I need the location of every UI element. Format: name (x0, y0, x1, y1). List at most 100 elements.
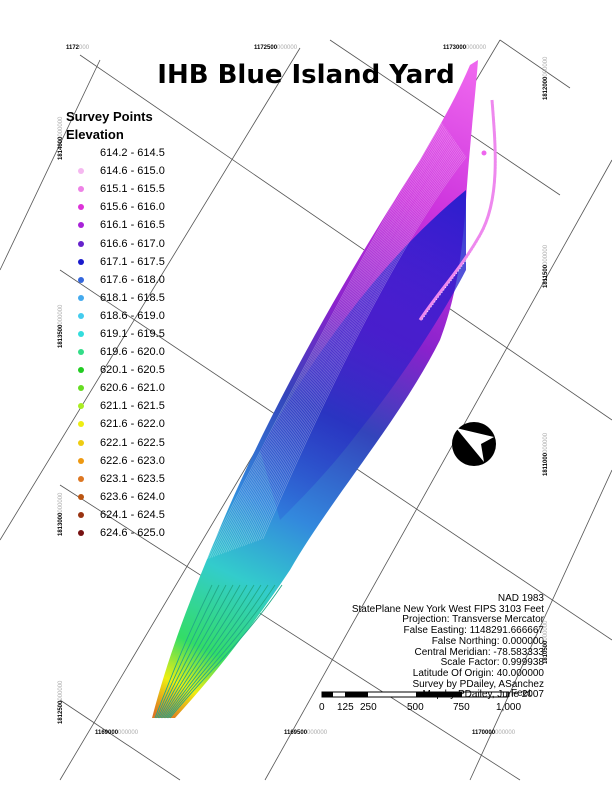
legend-swatch (78, 439, 84, 446)
legend-label: 617.6 - 618.0 (100, 273, 165, 286)
legend-swatch (78, 150, 84, 157)
scale-label-750: 750 (453, 702, 470, 713)
legend-label: 624.1 - 624.5 (100, 508, 165, 521)
legend-swatch (78, 168, 84, 175)
legend-class: 622.1 - 622.5 (66, 434, 165, 452)
legend-label: 620.1 - 620.5 (100, 364, 165, 377)
legend-class: 621.6 - 622.0 (66, 415, 165, 433)
legend-label: 619.6 - 620.0 (100, 346, 165, 359)
projection-info-line: Survey by PDailey, ASanchez (412, 678, 544, 690)
legend-label: 620.6 - 621.0 (100, 382, 165, 395)
legend-swatch (78, 475, 84, 482)
legend-class: 616.1 - 616.5 (66, 216, 165, 234)
grid-label-bottom-3: 1170000000000 (472, 730, 516, 736)
legend-class: 617.1 - 617.5 (66, 253, 165, 271)
legend-class: 619.1 - 619.5 (66, 325, 165, 343)
grid-label-left-2: 1813500000000 (58, 304, 64, 348)
legend-label: 623.6 - 624.0 (100, 490, 165, 503)
legend: Survey Points Elevation 614.2 - 614.5 614… (66, 108, 165, 542)
legend-label: 621.1 - 621.5 (100, 400, 165, 413)
legend-label: 615.6 - 616.0 (100, 201, 165, 214)
legend-class: 617.6 - 618.0 (66, 271, 165, 289)
scale-label-1000: 1,000 (496, 702, 522, 713)
grid-label-top-2: 1172500000000 (254, 45, 298, 51)
grid-label-left-4: 1812500000000 (58, 680, 64, 724)
grid-label-bottom-2: 1169500000000 (284, 730, 328, 736)
grid-label-left-1: 1814000000000 (58, 116, 64, 160)
projection-info-line: Projection: Transverse Mercator (402, 614, 544, 626)
legend-class: 615.6 - 616.0 (66, 198, 165, 216)
legend-class: 614.2 - 614.5 (66, 144, 165, 162)
legend-class: 616.6 - 617.0 (66, 234, 165, 252)
legend-swatch (78, 204, 84, 211)
legend-swatch (78, 511, 84, 518)
legend-swatch (78, 222, 84, 229)
legend-heading-survey-points: Survey Points (66, 109, 153, 124)
legend-swatch (78, 403, 84, 410)
legend-label: 624.6 - 625.0 (100, 527, 165, 540)
legend-class: 614.6 - 615.0 (66, 162, 165, 180)
scale-label-500: 500 (407, 702, 424, 713)
projection-info-line: Scale Factor: 0.999938 (440, 657, 544, 669)
legend-swatch (78, 367, 84, 374)
grid-label-right-4: 1810500000000 (543, 620, 549, 664)
projection-info-line: Central Meridian: -78.583333 (414, 646, 544, 658)
legend-label: 614.2 - 614.5 (100, 147, 165, 160)
legend-heading-elevation: Elevation (66, 127, 124, 142)
legend-class: 619.6 - 620.0 (66, 343, 165, 361)
legend-swatch (78, 240, 84, 247)
grid-label-right-3: 1811000000000 (543, 432, 549, 476)
scale-label-0: 0 (319, 702, 325, 713)
legend-label: 622.1 - 622.5 (100, 436, 165, 449)
projection-info-line: Map by PDailey, June 2007 (422, 689, 544, 701)
grid-label-right-1: 1812000000000 (543, 56, 549, 100)
projection-info: NAD 1983 StatePlane New York West FIPS 31… (351, 593, 544, 701)
legend-class: 623.6 - 624.0 (66, 488, 165, 506)
projection-info-line: NAD 1983 (497, 593, 544, 604)
scale-unit-label: Feet (511, 688, 532, 699)
legend-swatch (78, 330, 84, 337)
legend-swatch (78, 186, 84, 193)
legend-label: 618.1 - 618.5 (100, 291, 165, 304)
legend-class: 618.6 - 619.0 (66, 307, 165, 325)
grid-label-right-2: 1811500000000 (543, 244, 549, 288)
grid-label-bottom-1: 1169000000000 (95, 730, 139, 736)
legend-label: 615.1 - 615.5 (100, 183, 165, 196)
legend-swatch (78, 258, 84, 265)
projection-info-line: False Northing: 0.000000 (431, 635, 544, 647)
scale-label-125: 125 (337, 702, 354, 713)
projection-info-line: Latitude Of Origin: 40.000000 (412, 667, 544, 679)
legend-swatch (78, 421, 84, 428)
legend-swatch (78, 294, 84, 301)
legend-class: 615.1 - 615.5 (66, 180, 165, 198)
rail-yard-survey-points (152, 60, 498, 719)
legend-class: 621.1 - 621.5 (66, 397, 165, 415)
grid-label-top-1: 1172000 (66, 45, 90, 51)
scale-bar (321, 691, 509, 698)
legend-label: 618.6 - 619.0 (100, 309, 165, 322)
map-title: IHB Blue Island Yard (157, 60, 455, 90)
legend-label: 619.1 - 619.5 (100, 327, 165, 340)
north-arrow-icon (452, 422, 496, 466)
legend-label: 622.6 - 623.0 (100, 454, 165, 467)
legend-swatch (78, 276, 84, 283)
grid-label-left-3: 1813000000000 (58, 492, 64, 536)
legend-label: 623.1 - 623.5 (100, 472, 165, 485)
legend-swatch (78, 385, 84, 392)
grid-label-top-3: 1173000000000 (443, 45, 487, 51)
legend-class: 622.6 - 623.0 (66, 452, 165, 470)
legend-swatch (78, 530, 84, 537)
legend-class: 620.1 - 620.5 (66, 361, 165, 379)
legend-swatch (78, 457, 84, 464)
legend-label: 616.1 - 616.5 (100, 219, 165, 232)
legend-class: 618.1 - 618.5 (66, 289, 165, 307)
legend-label: 617.1 - 617.5 (100, 255, 165, 268)
legend-class: 624.1 - 624.5 (66, 506, 165, 524)
legend-class: 620.6 - 621.0 (66, 379, 165, 397)
legend-classes: 614.2 - 614.5 614.6 - 615.0 615.1 - 615.5 6… (66, 144, 165, 542)
legend-swatch (78, 493, 84, 500)
scale-label-250: 250 (360, 702, 377, 713)
legend-swatch (78, 312, 84, 319)
projection-info-line: StatePlane New York West FIPS 3103 Feet (351, 603, 544, 615)
